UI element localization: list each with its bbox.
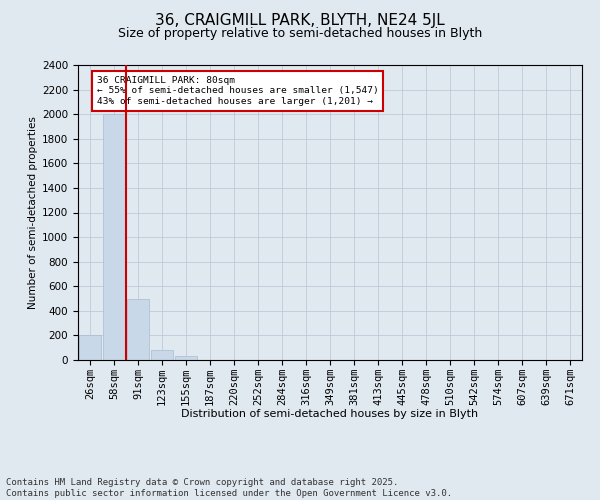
Bar bbox=[175, 356, 197, 360]
Text: Contains HM Land Registry data © Crown copyright and database right 2025.
Contai: Contains HM Land Registry data © Crown c… bbox=[6, 478, 452, 498]
Text: Size of property relative to semi-detached houses in Blyth: Size of property relative to semi-detach… bbox=[118, 28, 482, 40]
Text: 36 CRAIGMILL PARK: 80sqm
← 55% of semi-detached houses are smaller (1,547)
43% o: 36 CRAIGMILL PARK: 80sqm ← 55% of semi-d… bbox=[97, 76, 379, 106]
Text: 36, CRAIGMILL PARK, BLYTH, NE24 5JL: 36, CRAIGMILL PARK, BLYTH, NE24 5JL bbox=[155, 12, 445, 28]
Y-axis label: Number of semi-detached properties: Number of semi-detached properties bbox=[28, 116, 38, 309]
Bar bbox=[151, 350, 173, 360]
X-axis label: Distribution of semi-detached houses by size in Blyth: Distribution of semi-detached houses by … bbox=[181, 410, 479, 420]
Bar bbox=[103, 114, 125, 360]
Bar bbox=[79, 336, 101, 360]
Bar bbox=[127, 298, 149, 360]
